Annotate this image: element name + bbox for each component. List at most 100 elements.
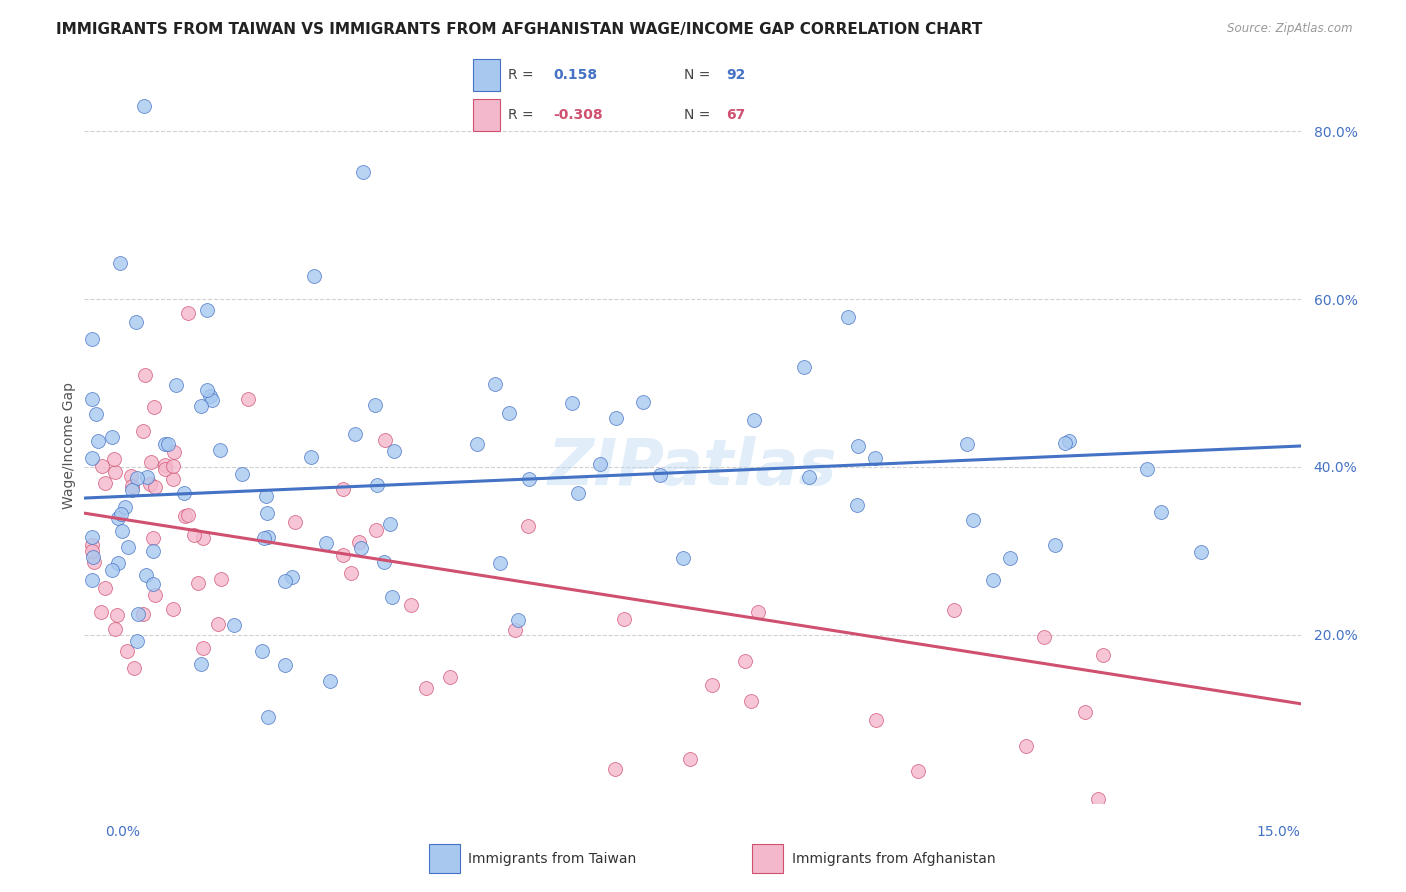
Point: [350, 541, 373, 555]
Point: [373, 555, 395, 569]
Point: [257, 530, 280, 544]
Point: [1074, 705, 1097, 719]
Point: [631, 395, 654, 409]
Point: [132, 607, 155, 622]
Point: [956, 437, 979, 451]
Point: [257, 710, 280, 724]
Point: [156, 437, 179, 451]
Point: [343, 427, 366, 442]
Text: Immigrants from Afghanistan: Immigrants from Afghanistan: [792, 852, 995, 865]
Point: [231, 467, 253, 482]
Point: [299, 450, 322, 464]
Point: [256, 507, 278, 521]
Point: [254, 489, 277, 503]
Point: [506, 613, 529, 627]
Point: [209, 442, 232, 457]
Text: 67: 67: [725, 109, 745, 122]
Y-axis label: Wage/Income Gap: Wage/Income Gap: [62, 383, 76, 509]
Point: [124, 660, 146, 674]
Point: [87, 434, 110, 449]
Point: [274, 658, 297, 673]
Point: [465, 437, 488, 451]
Point: [153, 458, 176, 472]
Point: [135, 568, 157, 582]
Point: [742, 413, 765, 427]
Text: ZIPatlas: ZIPatlas: [548, 436, 837, 499]
Point: [82, 538, 104, 552]
FancyBboxPatch shape: [474, 59, 501, 91]
Point: [274, 574, 297, 589]
Text: IMMIGRANTS FROM TAIWAN VS IMMIGRANTS FROM AFGHANISTAN WAGE/INCOME GAP CORRELATIO: IMMIGRANTS FROM TAIWAN VS IMMIGRANTS FRO…: [56, 22, 983, 37]
Point: [142, 544, 165, 558]
Point: [132, 424, 155, 438]
Point: [121, 483, 143, 497]
Point: [793, 360, 815, 375]
Point: [366, 478, 388, 492]
Point: [747, 605, 769, 619]
Point: [143, 588, 166, 602]
Text: Immigrants from Taiwan: Immigrants from Taiwan: [468, 852, 637, 865]
Point: [82, 530, 104, 544]
Point: [207, 616, 229, 631]
Point: [103, 452, 125, 467]
Point: [111, 524, 134, 539]
Point: [142, 531, 165, 545]
FancyBboxPatch shape: [429, 844, 460, 873]
Point: [105, 608, 128, 623]
Point: [110, 508, 132, 522]
Point: [302, 269, 325, 284]
Text: Source: ZipAtlas.com: Source: ZipAtlas.com: [1227, 22, 1353, 36]
Point: [82, 544, 104, 558]
Point: [143, 480, 166, 494]
Point: [84, 407, 107, 421]
Point: [332, 548, 354, 562]
Point: [190, 399, 212, 413]
Point: [1015, 739, 1038, 753]
Point: [484, 376, 506, 391]
Point: [1189, 545, 1212, 559]
Point: [115, 644, 138, 658]
Point: [127, 607, 149, 621]
Point: [679, 752, 702, 766]
FancyBboxPatch shape: [752, 844, 783, 873]
Point: [981, 573, 1004, 587]
Point: [1000, 551, 1022, 566]
Point: [253, 531, 276, 545]
Point: [82, 333, 104, 347]
Point: [153, 436, 176, 450]
Point: [863, 450, 886, 465]
Point: [613, 612, 636, 626]
Point: [1150, 505, 1173, 519]
Point: [589, 457, 612, 471]
Point: [567, 485, 589, 500]
Point: [399, 598, 422, 612]
Text: N =: N =: [685, 109, 710, 122]
Point: [198, 389, 221, 403]
Point: [648, 468, 671, 483]
Point: [561, 395, 583, 409]
Point: [173, 486, 195, 500]
Point: [191, 640, 214, 655]
Point: [332, 482, 354, 496]
Point: [1091, 648, 1114, 662]
Point: [700, 678, 723, 692]
Point: [740, 693, 762, 707]
Point: [1136, 462, 1159, 476]
Point: [139, 476, 162, 491]
Point: [734, 654, 756, 668]
Point: [174, 508, 197, 523]
Point: [283, 515, 305, 529]
Point: [489, 556, 512, 570]
Point: [94, 475, 117, 490]
Point: [865, 714, 887, 728]
Point: [197, 303, 219, 318]
Point: [187, 576, 209, 591]
Point: [439, 670, 461, 684]
Point: [209, 572, 232, 586]
Point: [943, 603, 966, 617]
Text: 0.0%: 0.0%: [105, 825, 141, 839]
Point: [117, 540, 139, 554]
Point: [374, 433, 396, 447]
Point: [195, 383, 218, 397]
FancyBboxPatch shape: [474, 99, 501, 131]
